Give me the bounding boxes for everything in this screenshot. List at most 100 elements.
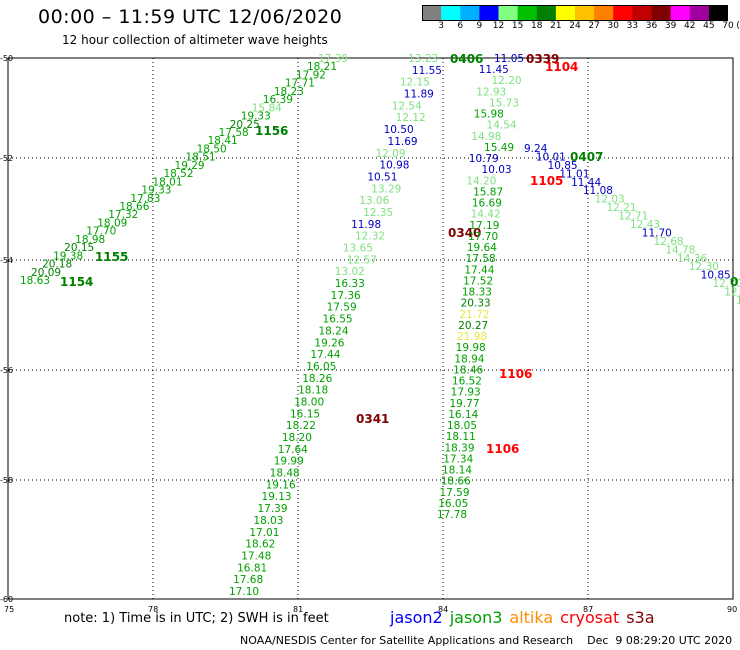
wave-height-value: 16.33 [335, 278, 365, 290]
wave-height-value: 11.70 [642, 227, 672, 239]
wave-height-value: 18.00 [294, 396, 324, 408]
wave-height-value: 12.57 [347, 254, 377, 266]
pass-time-label: 0340 [448, 226, 481, 240]
wave-height-value: 19.13 [262, 491, 292, 503]
wave-height-value: 18.66 [441, 476, 471, 488]
color-scale-label: 3 [438, 21, 444, 31]
pass-time-label: 1155 [95, 250, 128, 264]
wave-height-value: 14.42 [471, 209, 501, 221]
pass-time-label: 0407 [570, 150, 603, 164]
pass-time-label: 1106 [499, 367, 532, 381]
wave-height-value: 18.21 [307, 61, 337, 73]
wave-height-value: 12.71 [618, 211, 648, 223]
wave-height-value: 13.65 [343, 243, 373, 255]
wave-height-value: 18.11 [446, 431, 476, 443]
wave-height-value: 19.98 [456, 342, 486, 354]
wave-height-value: 17.70 [468, 231, 498, 243]
wave-height-value: 12.15 [400, 77, 430, 89]
wave-height-value: 16.69 [472, 198, 502, 210]
wave-height-value: 13.06 [359, 195, 389, 207]
altimeter-tracks: 17.3918.2117.9217.7118.2316.3915.8419.33… [20, 52, 740, 598]
wave-height-value: 20.15 [64, 242, 94, 254]
wave-height-value: 18.18 [298, 385, 328, 397]
wave-height-value: 18.94 [454, 353, 484, 365]
wave-height-value: 20.09 [31, 267, 61, 279]
wave-height-value: 19.38 [53, 250, 83, 262]
lat-tick-label: -54 [0, 256, 13, 265]
color-scale-swatch [479, 5, 499, 21]
wave-height-value: 18.63 [20, 275, 50, 287]
wave-height-value: 18.98 [75, 234, 105, 246]
wave-height-value: 18.01 [152, 176, 182, 188]
wave-height-value: 17.92 [296, 69, 326, 81]
wave-height-value: 18.20 [282, 432, 312, 444]
pass-time-label: 0339 [526, 52, 559, 66]
wave-height-value: 17.59 [439, 487, 469, 499]
wave-height-value: 17.32 [108, 209, 138, 221]
color-scale-label: 12 [492, 21, 505, 31]
wave-height-value: 17.39 [257, 503, 287, 515]
wave-height-value: 15.73 [489, 97, 519, 109]
wave-height-value: 12.32 [355, 231, 385, 243]
wave-height-value: 16.81 [237, 562, 267, 574]
wave-height-value: 17.48 [241, 550, 271, 562]
color-scale-label: 27 [588, 21, 600, 31]
lat-tick-label: -52 [0, 154, 13, 163]
color-scale-label: 39 [664, 21, 677, 31]
legend-item-jason2: jason2 [390, 608, 443, 627]
wave-height-value: 11.98 [351, 219, 381, 231]
map-title: 00:00 – 11:59 UTC 12/06/2020 [38, 6, 343, 28]
wave-height-value: 17.34 [443, 453, 473, 465]
wave-height-value: 17.10 [229, 586, 259, 598]
lat-tick-label: -56 [0, 366, 13, 375]
wave-height-value: 10.50 [384, 124, 414, 136]
legend-item-s3a: s3a [626, 608, 655, 627]
color-scale-swatch [613, 5, 633, 21]
color-scale-label: 9 [476, 21, 483, 31]
wave-height-value: 10.98 [379, 160, 409, 172]
color-scale-swatch [441, 5, 461, 21]
lon-tick-label: 78 [148, 605, 158, 614]
wave-height-value: 17.78 [437, 509, 467, 521]
color-scale-swatch [632, 5, 652, 21]
grid-lines [8, 58, 733, 599]
wave-height-value: 20.25 [230, 119, 260, 131]
wave-height-value: 12.03 [595, 194, 625, 206]
color-scale-swatch [517, 5, 538, 21]
color-scale-label: 36 [645, 21, 658, 31]
wave-height-value: 18.33 [462, 287, 492, 299]
wave-height-value: 20.18 [42, 259, 72, 271]
wave-height-value: 10.51 [367, 171, 397, 183]
wave-height-value: 18.09 [97, 217, 127, 229]
axis-tick-labels: 75 78 81 84 87 90 -50 -52 -54 -56 -58 -60 [0, 54, 737, 614]
color-scale-swatch [536, 5, 557, 21]
wave-height-value: 12.12 [396, 112, 426, 124]
color-scale-label: 33 [626, 21, 639, 31]
lon-tick-label: 90 [727, 605, 737, 614]
wave-height-value: 18.62 [245, 539, 275, 551]
wave-height-value: 11.69 [388, 136, 418, 148]
pass-time-label: 1156 [255, 124, 288, 138]
wave-height-value: 18.05 [447, 420, 477, 432]
wave-height-value: 12.43 [630, 219, 660, 231]
pass-time-label: 1104 [545, 60, 578, 74]
wave-height-value: 19.77 [449, 398, 479, 410]
color-scale-swatch [594, 5, 614, 21]
wave-height-value: 9.24 [524, 143, 548, 155]
wave-height-value: 19.99 [274, 456, 304, 468]
color-scale-label: 18 [531, 21, 543, 31]
footer-credit: NOAA/NESDIS Center for Satellite Applica… [240, 634, 733, 647]
wave-height-value: 15.87 [473, 186, 503, 198]
wave-height-value: 12.54 [392, 100, 422, 112]
wave-height-value: 20.33 [461, 298, 491, 310]
wave-height-value: 21.98 [457, 331, 487, 343]
wave-height-value: 19.29 [175, 160, 205, 172]
wave-height-value: 12.93 [476, 86, 506, 98]
color-scale-swatch [708, 5, 728, 21]
color-scale-label: (ft) [736, 21, 740, 31]
wave-height-value: 11.44 [571, 177, 601, 189]
color-scale-label: 30 [607, 21, 619, 31]
wave-height-value: 17.36 [331, 290, 361, 302]
color-scale-swatch [422, 5, 442, 21]
wave-height-value: 18.51 [186, 152, 216, 164]
